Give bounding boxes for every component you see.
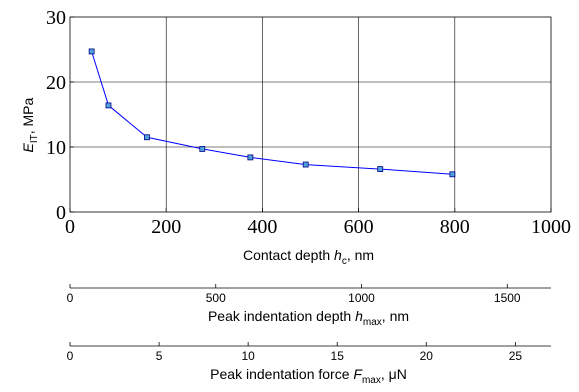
x-tick-label: 200 xyxy=(151,216,181,238)
y-tick-label: 30 xyxy=(46,7,66,29)
secondary-tick-label: 500 xyxy=(206,291,226,305)
x-tick-label: 600 xyxy=(344,216,374,238)
x-tick-label: 0 xyxy=(65,216,75,238)
grid-lines xyxy=(70,17,551,212)
x-tick-label: 400 xyxy=(247,216,277,238)
y-tick-label: 10 xyxy=(46,137,66,159)
y-tick-label: 0 xyxy=(56,202,66,224)
secondary-tick-label: 1000 xyxy=(348,291,375,305)
series-line xyxy=(91,51,453,175)
data-point xyxy=(88,48,95,55)
main-axis-ticks xyxy=(69,16,552,213)
y-tick-label: 20 xyxy=(46,72,66,94)
plot-frame xyxy=(69,16,552,213)
secondary-tick-label: 0 xyxy=(67,349,74,363)
data-point xyxy=(377,166,384,173)
data-point xyxy=(302,161,309,168)
x-axis-label: Contact depth hc, nm xyxy=(243,247,374,267)
x-tick-labels: 0 200 400 600 800 1000 xyxy=(65,216,571,238)
secondary-axis: 0 5 10 15 20 25 Peak indentation force Fmax, μ… xyxy=(67,342,551,386)
secondary-tick-label: 25 xyxy=(509,349,523,363)
secondary-tick-label: 15 xyxy=(331,349,345,363)
y-axis-label: EIT, MPa xyxy=(20,97,40,152)
secondary-axes: 0 500 1000 1500 Peak indentation depth hmax,… xyxy=(67,284,551,386)
secondary-axis-label: Peak indentation force Fmax, μN xyxy=(210,366,407,386)
data-point xyxy=(247,154,254,161)
secondary-tick-label: 20 xyxy=(420,349,434,363)
x-tick-label: 800 xyxy=(440,216,470,238)
secondary-tick-label: 10 xyxy=(241,349,255,363)
y-tick-labels: 0 10 20 30 xyxy=(46,7,66,224)
secondary-tick-label: 5 xyxy=(156,349,163,363)
data-point xyxy=(199,146,206,152)
data-point xyxy=(144,134,150,141)
data-series xyxy=(88,48,456,178)
data-point xyxy=(449,171,456,178)
secondary-tick-label: 1500 xyxy=(494,291,521,305)
secondary-axis: 0 500 1000 1500 Peak indentation depth hmax,… xyxy=(67,284,551,328)
secondary-tick-label: 0 xyxy=(67,291,74,305)
data-point xyxy=(105,102,112,109)
x-tick-label: 1000 xyxy=(531,216,571,238)
secondary-axis-label: Peak indentation depth hmax, nm xyxy=(208,308,409,328)
